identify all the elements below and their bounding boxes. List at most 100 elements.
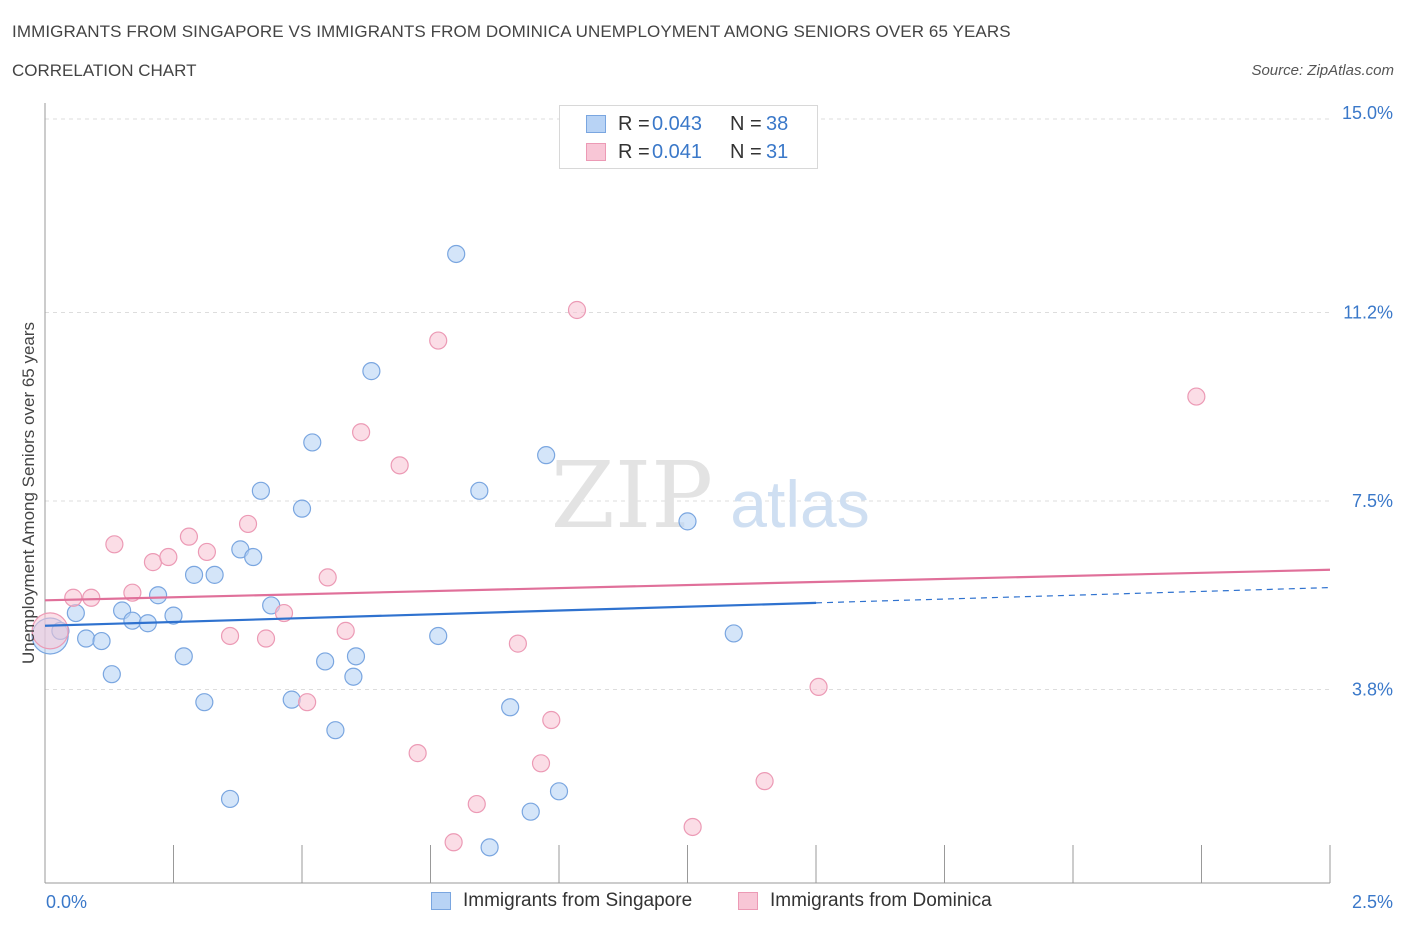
watermark-atlas: atlas (730, 467, 869, 541)
legend-label-dominica: Immigrants from Dominica (770, 890, 992, 911)
stats-row-dominica: R = 0.041 N = 31 (586, 139, 788, 165)
chart-subtitle: CORRELATION CHART (12, 61, 197, 80)
dominica-point-5 (143, 553, 163, 572)
n-value: 38 (766, 112, 789, 135)
singapore-point-15 (220, 789, 240, 809)
singapore-point-32 (501, 698, 520, 717)
dominica-point-28 (809, 677, 828, 697)
dominica-point-29 (1187, 387, 1206, 406)
dominica-point-18 (408, 744, 427, 763)
singapore-point-14 (205, 565, 224, 584)
singapore-point-31 (480, 838, 499, 857)
dominica-swatch (586, 143, 606, 161)
x-tick-label-0: 0.0% (46, 892, 87, 912)
n-label: N = (730, 112, 762, 135)
dominica-point-15 (336, 621, 355, 640)
singapore-point-20 (282, 690, 301, 709)
series-legend: Immigrants from Singapore Immigrants fro… (0, 890, 1406, 916)
r-value: 0.041 (652, 140, 703, 163)
trend-lines (44, 568, 1331, 627)
singapore-point-4 (92, 631, 111, 651)
singapore-point-11 (174, 647, 193, 666)
dominica-point-6 (159, 547, 178, 567)
singapore-point-36 (678, 512, 697, 531)
singapore-point-3 (77, 629, 96, 648)
n-label: N = (730, 140, 762, 163)
singapore-point-18 (251, 481, 270, 500)
watermark-zip: ZIP (551, 442, 713, 549)
y-tick-label-0: 3.8% (1352, 679, 1393, 699)
dominica-point-24 (542, 710, 561, 730)
dominica-point-13 (298, 693, 317, 712)
singapore-point-7 (123, 611, 142, 630)
dominica-point-1 (64, 588, 83, 607)
series-singapore-points (31, 244, 743, 857)
dominica-point-17 (390, 456, 409, 475)
dominica-point-10 (238, 514, 258, 534)
singapore-point-23 (316, 652, 335, 671)
y-tick-label-1: 7.5% (1352, 491, 1393, 511)
dominica-point-14 (318, 568, 337, 587)
singapore-trend-extension (815, 586, 1331, 604)
grid-lines (45, 118, 1330, 690)
dominica-trend-line (44, 568, 1331, 602)
legend-item-dominica[interactable]: Immigrants from Dominica (738, 890, 992, 912)
singapore-point-17 (244, 547, 263, 567)
singapore-point-26 (346, 647, 366, 666)
singapore-point-35 (549, 782, 569, 801)
dominica-point-27 (755, 772, 774, 791)
legend-item-singapore[interactable]: Immigrants from Singapore (431, 890, 692, 912)
chart-title: IMMIGRANTS FROM SINGAPORE VS IMMIGRANTS … (12, 22, 1011, 41)
singapore-point-37 (724, 624, 743, 643)
singapore-point-33 (521, 802, 540, 821)
stats-legend: R = 0.043 N = 38 R = 0.041 N = 31 (559, 105, 818, 169)
x-tick-labels: 0.0% 2.5% (46, 892, 1393, 912)
dominica-point-25 (567, 300, 587, 320)
axes (44, 103, 1331, 884)
singapore-point-10 (164, 606, 183, 625)
dominica-point-9 (220, 626, 240, 646)
stats-row-singapore: R = 0.043 N = 38 (586, 111, 788, 137)
source-label: Source: ZipAtlas.com (1251, 62, 1394, 79)
dominica-point-4 (123, 583, 142, 602)
dominica-point-8 (197, 542, 217, 562)
y-tick-labels: 3.8% 7.5% 11.2% 15.0% (1342, 103, 1393, 699)
dominica-point-3 (105, 535, 124, 554)
dominica-point-22 (508, 634, 527, 653)
r-label: R = (618, 112, 650, 135)
dominica-point-16 (352, 423, 371, 442)
singapore-point-34 (537, 446, 556, 465)
series-dominica-points (31, 300, 1206, 852)
singapore-point-12 (184, 565, 204, 584)
dominica-point-21 (467, 794, 486, 814)
x-tick-label-1: 2.5% (1352, 892, 1393, 912)
y-tick-label-2: 11.2% (1343, 303, 1393, 323)
dominica-point-0 (31, 612, 69, 650)
singapore-point-30 (470, 481, 489, 500)
dominica-point-7 (179, 527, 199, 546)
dominica-point-11 (256, 629, 276, 648)
singapore-point-13 (195, 693, 214, 712)
singapore-point-24 (326, 721, 345, 740)
singapore-point-9 (148, 586, 168, 605)
singapore-point-25 (344, 667, 363, 686)
dominica-point-2 (82, 588, 101, 607)
r-value: 0.043 (652, 112, 703, 135)
singapore-point-27 (362, 362, 381, 381)
singapore-point-5 (102, 665, 121, 684)
dominica-point-26 (683, 817, 702, 837)
legend-label-singapore: Immigrants from Singapore (463, 890, 693, 911)
singapore-trend-line (44, 601, 817, 627)
r-label: R = (618, 140, 650, 163)
singapore-point-21 (292, 499, 312, 518)
dominica-swatch (738, 892, 758, 910)
dominica-point-12 (274, 603, 294, 623)
n-value: 31 (766, 140, 789, 163)
singapore-swatch (431, 892, 451, 910)
singapore-point-28 (429, 626, 448, 646)
dominica-point-23 (531, 754, 551, 773)
dominica-point-19 (429, 331, 448, 350)
dominica-point-20 (444, 833, 463, 852)
singapore-swatch (586, 115, 606, 133)
